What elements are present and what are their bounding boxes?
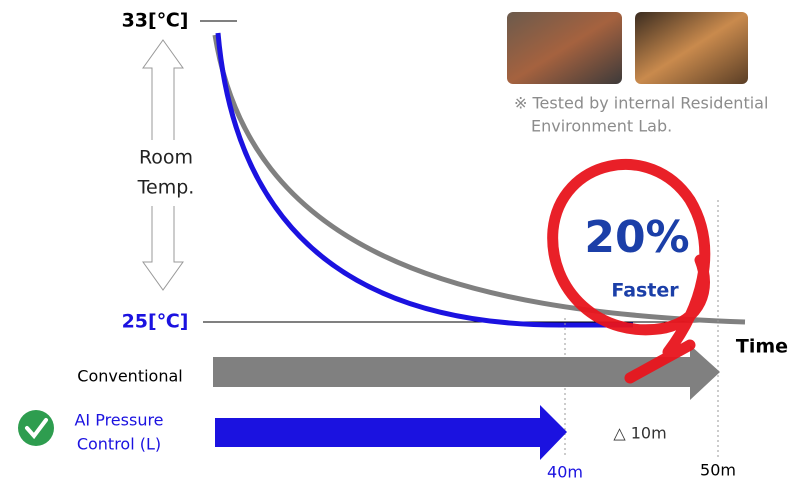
- bottom-label: 25[℃]: [122, 311, 189, 333]
- note: ※ Tested by internal Residential: [514, 94, 768, 113]
- lab-photo: [635, 12, 748, 84]
- lab-photo: [507, 12, 622, 84]
- top-label: 33[℃]: [122, 10, 189, 32]
- note: Environment Lab.: [531, 117, 672, 136]
- check-icon: [18, 410, 54, 446]
- end-label: 50m: [700, 461, 736, 480]
- bar-label: AI Pressure: [74, 411, 163, 430]
- conventional-arrow: [213, 345, 720, 400]
- highlight-circle: [547, 159, 711, 384]
- conventional-curve: [212, 34, 746, 325]
- bar-label: Conventional: [77, 367, 182, 386]
- label-bg: [130, 140, 200, 206]
- highlight-caption: Faster: [611, 280, 679, 302]
- y-title: Room: [139, 147, 193, 169]
- ai-arrow: [215, 405, 567, 460]
- x-title: Time: [736, 336, 788, 358]
- ai-curve: [215, 32, 633, 328]
- difference: △ 10m: [613, 424, 666, 443]
- end-label: 40m: [547, 463, 583, 482]
- check-mark: [25, 418, 48, 440]
- bar-label: Control (L): [77, 435, 161, 454]
- highlight-value: 20%: [584, 212, 689, 263]
- y-title: Temp.: [137, 177, 195, 199]
